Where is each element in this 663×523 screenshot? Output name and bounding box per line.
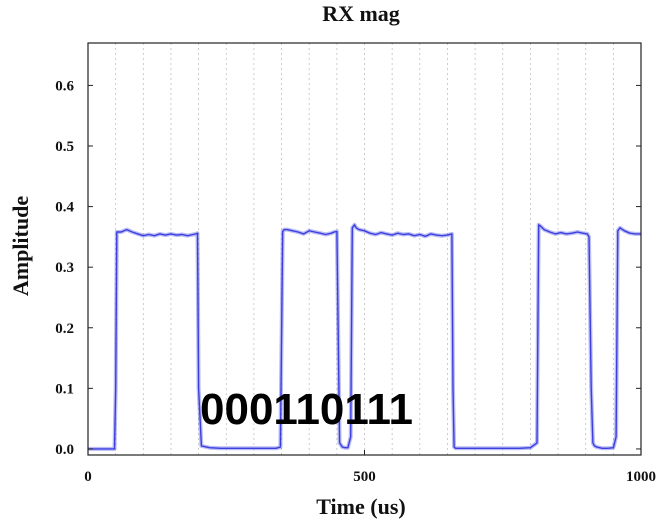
y-tick-label: 0.0 [55,442,74,458]
x-tick-label: 500 [353,469,376,485]
x-tick-label: 1000 [626,469,656,485]
grid-lines [115,43,614,455]
x-tick-label: 0 [84,469,92,485]
x-axis-ticks: 0 500 1000 [84,450,656,485]
y-axis-label: Amplitude [8,196,33,296]
y-tick-label: 0.4 [55,200,74,216]
bit-sequence-annotation: 000110111 [200,385,413,434]
series-line [88,224,641,450]
y-tick-label: 0.5 [55,139,74,155]
y-tick-label: 0.2 [55,321,74,337]
y-axis-ticks: 0.0 0.1 0.2 0.3 0.4 0.5 0.6 [55,78,641,458]
y-tick-label: 0.1 [55,381,74,397]
x-axis-label: Time (us) [316,494,405,519]
chart-title: RX mag [322,1,400,26]
series-group [88,222,641,451]
y-tick-label: 0.6 [55,78,74,94]
y-tick-label: 0.3 [55,260,74,276]
